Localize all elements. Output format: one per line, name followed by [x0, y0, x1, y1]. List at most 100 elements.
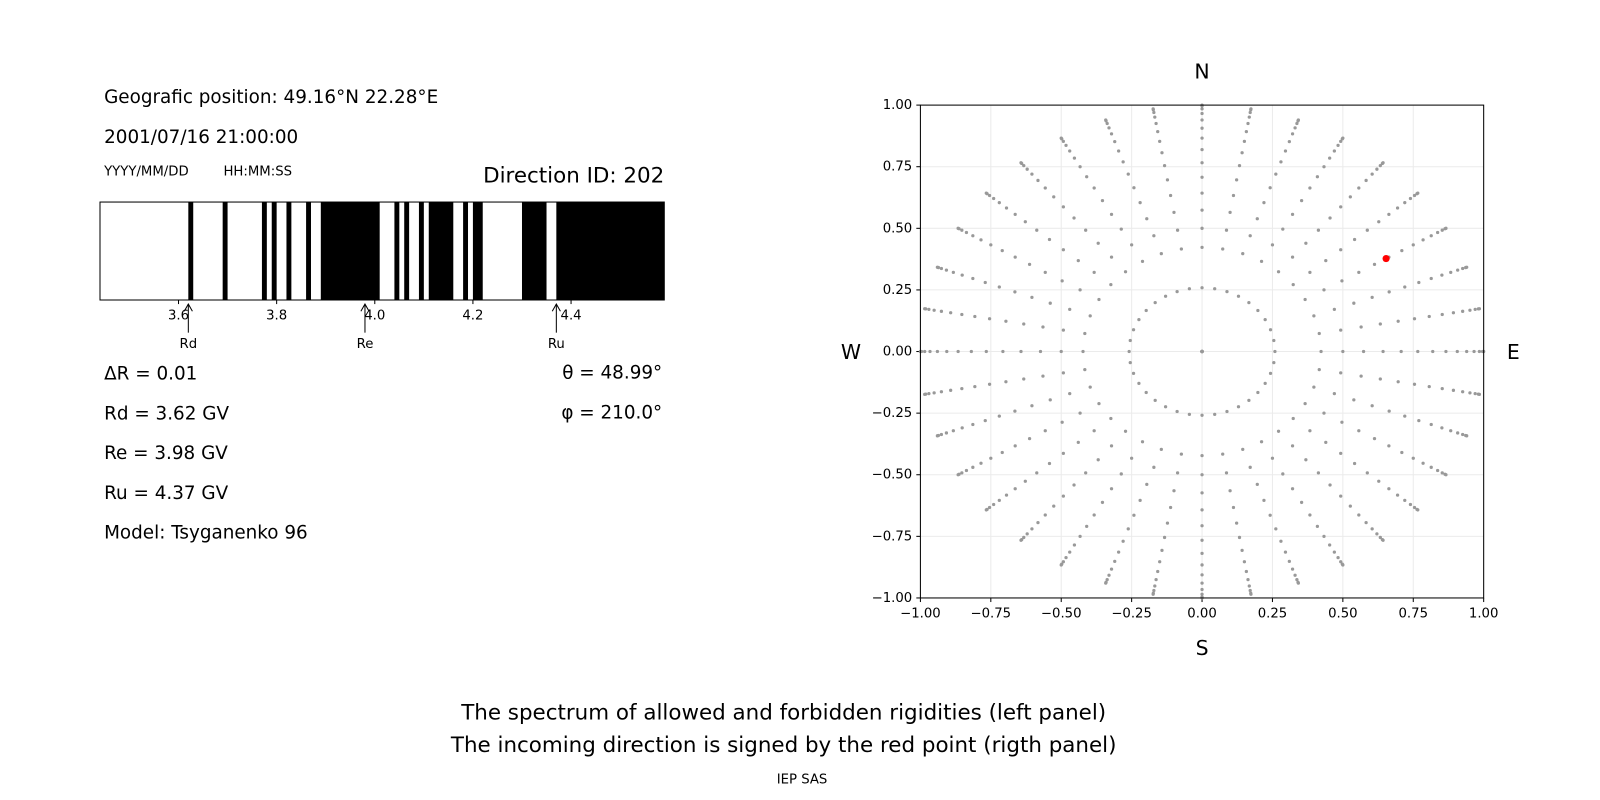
grid-direction — [1105, 577, 1109, 582]
grid-direction — [992, 502, 996, 507]
grid-direction — [1408, 196, 1413, 201]
grid-direction — [1416, 191, 1420, 195]
grid-direction — [1213, 287, 1217, 291]
marker-label: Rd — [180, 337, 198, 352]
grid-direction — [1163, 294, 1168, 298]
grid-direction — [1387, 212, 1391, 216]
grid-direction — [1004, 493, 1009, 497]
grid-direction — [1240, 548, 1244, 552]
grid-direction — [1359, 374, 1363, 378]
grid-direction — [1092, 270, 1096, 274]
grid-direction — [1403, 285, 1407, 289]
grid-direction — [1336, 556, 1340, 560]
grid-direction — [1248, 465, 1252, 469]
grid-direction — [1200, 473, 1204, 477]
grid-direction — [983, 280, 987, 285]
grid-direction — [1175, 228, 1180, 232]
grid-direction — [997, 285, 1001, 289]
caption: The incoming direction is signed by the … — [450, 733, 1117, 758]
grid-direction — [1144, 308, 1148, 313]
grid-direction — [1308, 270, 1312, 274]
grid-direction — [1270, 243, 1275, 247]
x-tick-label: 0.50 — [1328, 606, 1358, 621]
grid-direction — [1255, 482, 1259, 486]
grid-direction — [1151, 107, 1155, 111]
grid-direction — [1299, 500, 1304, 505]
grid-direction — [1036, 178, 1040, 183]
grid-direction — [1295, 121, 1299, 126]
grid-direction — [1378, 535, 1382, 540]
grid-direction — [1242, 560, 1247, 564]
grid-direction — [1315, 175, 1320, 179]
date-format: YYYY/MM/DD — [103, 164, 189, 179]
grid-direction — [1175, 409, 1179, 414]
grid-direction — [1249, 107, 1253, 111]
grid-direction — [1200, 592, 1204, 596]
grid-direction — [1052, 195, 1056, 199]
grid-direction — [1175, 289, 1179, 294]
grid-direction — [1059, 563, 1063, 567]
grid-direction — [949, 388, 953, 392]
grid-direction — [1328, 483, 1332, 487]
grid-direction — [1352, 237, 1357, 242]
grid-direction — [1225, 289, 1229, 294]
grid-direction — [1370, 404, 1374, 408]
grid-direction — [1440, 386, 1444, 391]
grid-direction — [1004, 206, 1009, 210]
grid-direction — [1455, 349, 1459, 354]
grid-direction — [1293, 573, 1297, 577]
y-tick-label: 0.75 — [883, 160, 913, 175]
grid-direction — [927, 392, 931, 396]
grid-direction — [1200, 118, 1204, 122]
grid-direction — [1308, 513, 1312, 517]
compass-label: W — [841, 340, 861, 364]
grid-direction — [1158, 560, 1162, 564]
grid-direction — [1290, 212, 1295, 216]
grid-direction — [1421, 238, 1425, 242]
grid-direction — [983, 418, 987, 423]
grid-direction — [1456, 268, 1460, 272]
grid-direction — [1412, 317, 1417, 321]
y-tick-label: 0.50 — [883, 221, 913, 236]
y-tick-label: −1.00 — [872, 591, 913, 606]
grid-direction — [1231, 193, 1236, 198]
grid-direction — [1357, 429, 1361, 433]
grid-direction — [1244, 129, 1248, 134]
grid-direction — [927, 307, 931, 312]
x-tick-label: 0.75 — [1399, 606, 1429, 621]
x-tick-label: −0.75 — [971, 606, 1012, 621]
grid-direction — [1341, 563, 1345, 567]
grid-direction — [997, 201, 1001, 205]
marker-arrowhead — [360, 303, 370, 312]
grid-direction — [971, 465, 975, 469]
x-tick-label: 3.6 — [168, 308, 189, 323]
grid-direction — [1200, 491, 1204, 495]
grid-direction — [1317, 367, 1321, 372]
grid-direction — [1240, 151, 1244, 155]
grid-direction — [1200, 454, 1204, 458]
grid-direction — [1228, 489, 1232, 493]
grid-direction — [1035, 471, 1039, 475]
grid-direction — [1128, 360, 1132, 365]
grid-direction — [1200, 136, 1204, 140]
grid-direction — [1022, 322, 1026, 326]
grid-direction — [1019, 349, 1023, 354]
grid-direction — [1131, 328, 1136, 332]
grid-direction — [1465, 434, 1469, 438]
grid-direction — [1421, 461, 1425, 465]
grid-direction — [1435, 468, 1440, 473]
grid-direction — [1078, 288, 1082, 292]
grid-direction — [1068, 149, 1072, 153]
grid-direction — [1076, 259, 1080, 263]
grid-direction — [1279, 160, 1283, 164]
grid-direction — [1274, 527, 1278, 531]
grid-direction — [1273, 349, 1277, 354]
forbidden-band — [556, 202, 665, 300]
grid-direction — [1041, 374, 1045, 378]
grid-direction — [1465, 349, 1469, 354]
grid-direction — [1262, 498, 1266, 503]
grid-direction — [1200, 508, 1204, 512]
grid-direction — [923, 392, 927, 396]
x-tick-label: −0.50 — [1041, 606, 1082, 621]
